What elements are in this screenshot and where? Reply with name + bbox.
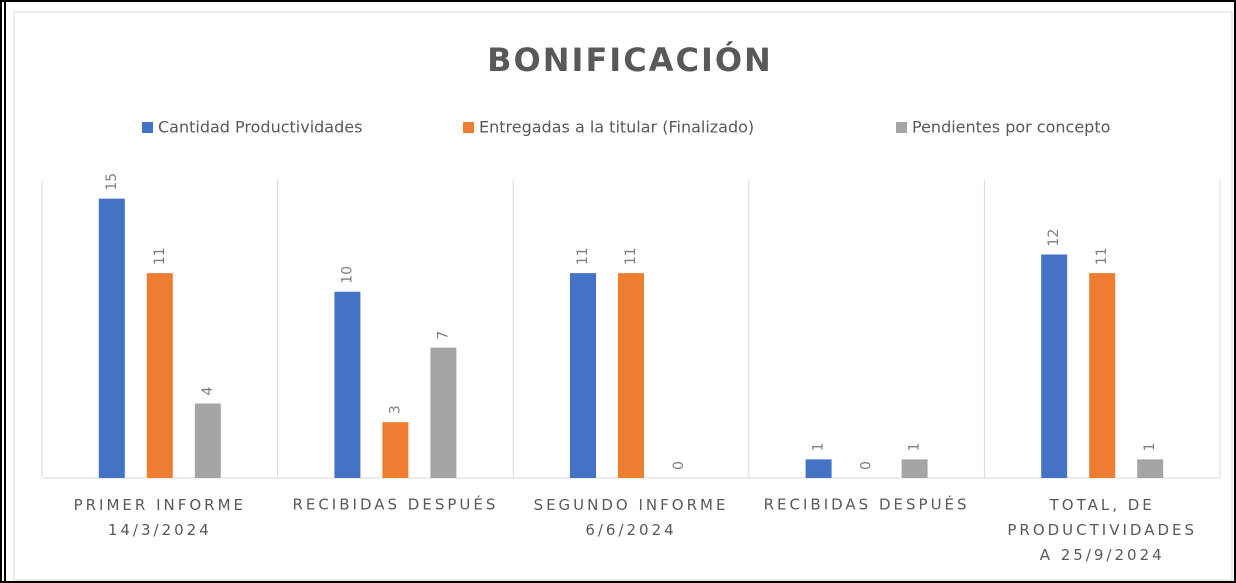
- bar: [618, 273, 644, 478]
- data-label: 1: [1142, 442, 1158, 451]
- legend-label: Entregadas a la titular (Finalizado): [479, 118, 754, 137]
- data-label: 3: [387, 405, 403, 414]
- x-tick-label: TOTAL, DE PRODUCTIVIDADES A 25/9/2024: [1007, 496, 1197, 564]
- data-label: 11: [1094, 247, 1110, 265]
- bar: [194, 403, 221, 478]
- data-label: 12: [1046, 229, 1062, 247]
- legend-label: Pendientes por concepto: [912, 118, 1110, 137]
- chart-title: BONIFICACIÓN: [487, 40, 773, 79]
- bar: [805, 459, 832, 478]
- bar: [98, 198, 125, 478]
- bar: [1041, 254, 1068, 478]
- bar: [570, 273, 596, 478]
- data-label: 4: [200, 387, 216, 396]
- data-label: 0: [671, 461, 687, 470]
- data-label: 15: [104, 173, 120, 191]
- data-label: 11: [152, 247, 168, 265]
- chart-frame: [13, 11, 1233, 581]
- data-label: 0: [859, 461, 875, 470]
- legend-swatch: [463, 122, 474, 133]
- bar: [1137, 459, 1164, 478]
- bar: [146, 273, 173, 478]
- data-label: 11: [575, 247, 591, 265]
- bar: [901, 459, 928, 478]
- legend-swatch: [896, 122, 907, 133]
- data-label: 7: [435, 331, 451, 340]
- bar: [334, 291, 361, 478]
- data-label: 10: [339, 266, 355, 284]
- data-label: 1: [907, 442, 923, 451]
- data-label: 11: [623, 247, 639, 265]
- x-tick-label: RECIBIDAS DESPUÉS: [292, 495, 498, 514]
- bar: [1089, 273, 1116, 478]
- x-tick-label: PRIMER INFORME 14/3/2024: [74, 496, 246, 539]
- legend-swatch: [142, 122, 153, 133]
- data-label: 1: [811, 442, 827, 451]
- legend-label: Cantidad Productividades: [158, 118, 362, 137]
- x-tick-label: RECIBIDAS DESPUÉS: [764, 495, 970, 514]
- bar: [430, 347, 457, 478]
- bar: [382, 422, 409, 478]
- x-tick-label: SEGUNDO INFORME 6/6/2024: [534, 496, 729, 539]
